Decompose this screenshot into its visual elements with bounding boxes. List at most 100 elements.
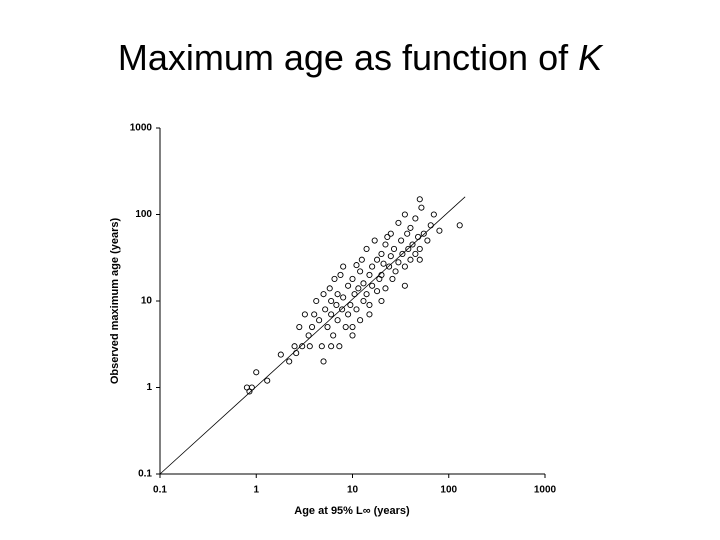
data-point xyxy=(387,230,394,237)
data-point xyxy=(342,323,349,331)
data-point xyxy=(374,256,381,263)
data-point xyxy=(316,317,323,324)
data-point xyxy=(313,297,320,305)
data-point xyxy=(357,317,364,324)
data-point xyxy=(320,291,327,298)
data-point xyxy=(296,323,303,331)
data-point xyxy=(390,245,398,252)
data-point xyxy=(248,384,255,391)
data-point xyxy=(318,343,325,350)
data-point xyxy=(382,241,389,248)
data-point xyxy=(291,343,298,350)
title-text: Maximum age as function of xyxy=(118,37,569,78)
data-point xyxy=(418,204,425,211)
x-tick-label: 1000 xyxy=(534,485,557,496)
data-point xyxy=(366,271,373,279)
y-tick-label: 1 xyxy=(146,382,152,393)
data-point xyxy=(360,297,367,305)
data-point xyxy=(357,268,364,275)
data-point xyxy=(387,253,394,260)
y-tick-label: 0.1 xyxy=(138,469,152,480)
data-point xyxy=(333,301,340,309)
data-point xyxy=(328,297,335,305)
data-point xyxy=(382,285,389,292)
data-point xyxy=(415,233,422,241)
data-point xyxy=(371,237,378,244)
data-point xyxy=(456,222,463,229)
data-point xyxy=(378,271,385,279)
data-point xyxy=(340,263,347,270)
data-point xyxy=(337,271,344,279)
data-point xyxy=(416,256,423,263)
data-point xyxy=(404,230,411,237)
data-point xyxy=(305,332,312,339)
data-point xyxy=(345,282,352,289)
data-point xyxy=(424,237,431,244)
data-point xyxy=(328,311,335,318)
title-variable: K xyxy=(578,37,604,78)
data-point xyxy=(334,291,341,298)
data-point xyxy=(311,311,318,318)
y-axis-title: Observed maximum age (years) xyxy=(109,218,121,385)
data-point xyxy=(328,343,335,350)
data-point xyxy=(358,256,365,263)
data-point xyxy=(353,262,360,269)
data-point xyxy=(306,343,313,350)
data-point xyxy=(374,288,381,295)
data-point xyxy=(339,306,346,313)
data-point xyxy=(392,268,399,275)
data-point xyxy=(277,351,284,358)
data-point xyxy=(326,285,333,292)
data-point xyxy=(355,285,362,292)
data-point xyxy=(301,311,308,318)
data-point xyxy=(427,222,434,229)
data-point xyxy=(412,215,419,222)
data-point xyxy=(349,275,356,282)
data-point xyxy=(395,259,402,266)
data-point xyxy=(349,323,356,331)
data-point xyxy=(253,369,260,376)
data-point xyxy=(378,250,385,257)
data-point xyxy=(351,291,358,298)
data-point xyxy=(409,241,416,248)
y-tick-label: 1000 xyxy=(130,123,153,134)
data-point xyxy=(366,311,373,318)
data-point xyxy=(384,233,391,241)
x-tick-label: 100 xyxy=(440,485,457,496)
data-point xyxy=(369,263,376,270)
data-point xyxy=(369,282,376,289)
data-point xyxy=(331,275,338,282)
data-point xyxy=(360,280,367,287)
data-point xyxy=(398,237,405,244)
data-point xyxy=(420,230,427,237)
data-point xyxy=(363,291,370,298)
data-point xyxy=(401,211,408,218)
data-point xyxy=(349,332,356,339)
x-axis-title: Age at 95% L∞ (years) xyxy=(294,505,410,517)
data-point xyxy=(386,263,393,270)
data-point xyxy=(389,275,396,282)
slide-title: Maximum age as function of K xyxy=(118,37,604,78)
data-point xyxy=(416,196,423,203)
x-tick-label: 10 xyxy=(347,485,359,496)
data-point xyxy=(309,323,316,331)
data-point xyxy=(320,358,327,365)
data-point xyxy=(330,332,337,339)
data-point xyxy=(336,343,343,350)
data-point xyxy=(324,323,331,331)
data-point xyxy=(286,358,293,365)
data-point xyxy=(345,311,352,318)
y-tick-label: 100 xyxy=(135,209,152,220)
data-point xyxy=(366,301,373,309)
data-point xyxy=(347,301,354,309)
data-point xyxy=(399,250,406,257)
y-tick-label: 10 xyxy=(141,296,153,307)
data-point xyxy=(334,317,341,324)
data-point xyxy=(407,256,414,263)
data-point xyxy=(395,219,402,226)
data-point xyxy=(405,245,412,252)
data-point xyxy=(436,227,443,234)
x-tick-label: 1 xyxy=(253,485,259,496)
fit-line xyxy=(159,196,466,475)
